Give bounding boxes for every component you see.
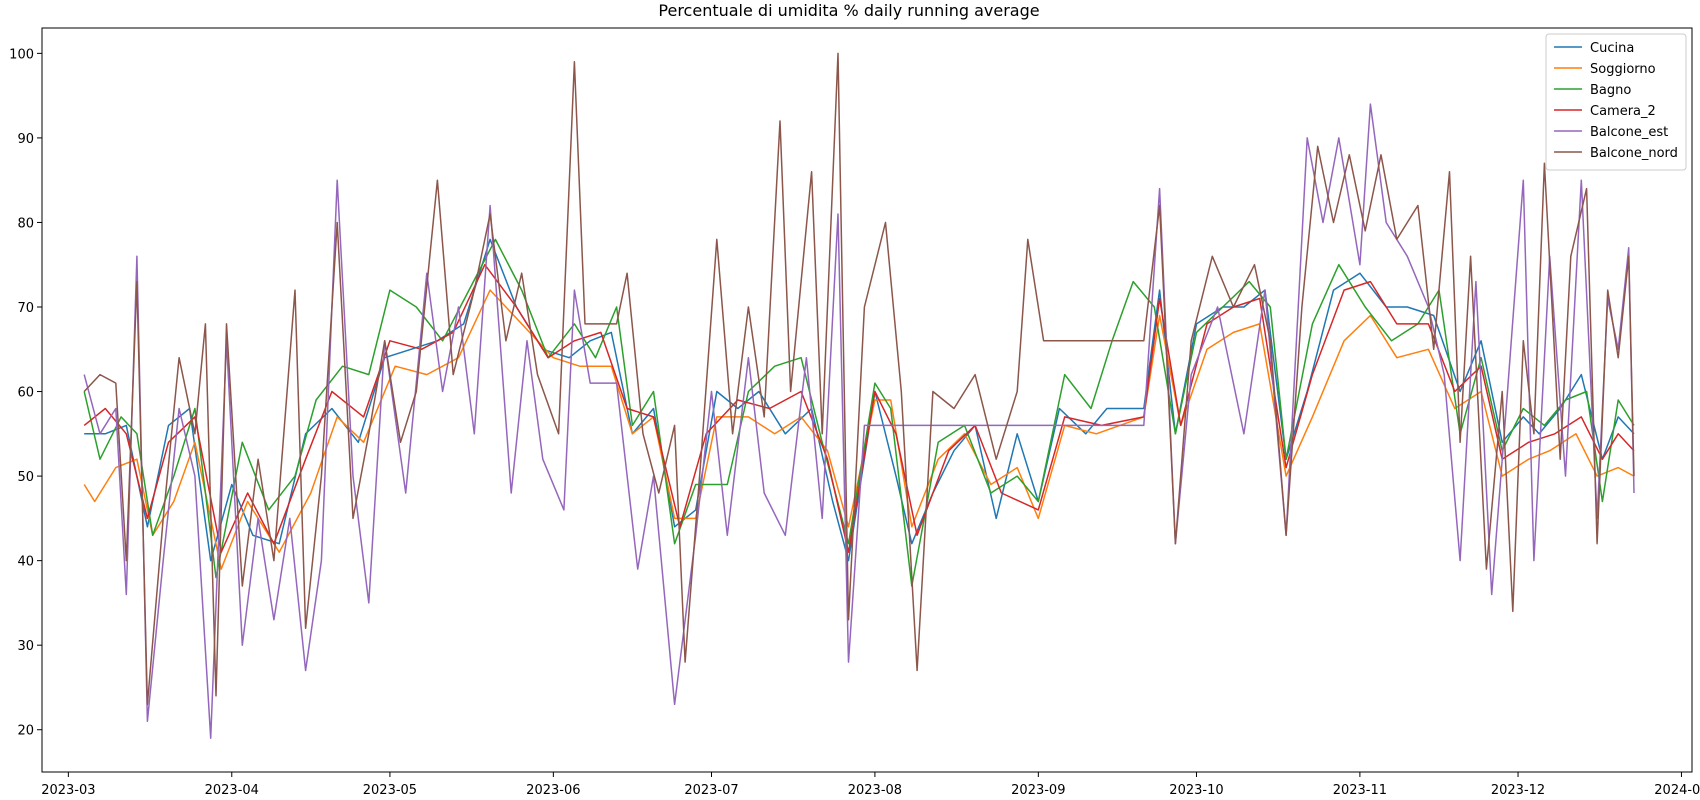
legend-label: Bagno: [1590, 83, 1631, 98]
legend-label: Balcone_est: [1590, 125, 1668, 140]
x-tick-label: 2023-05: [363, 783, 417, 798]
x-tick-label: 2023-04: [205, 783, 259, 798]
series-line-bagno: [83, 238, 1635, 587]
legend-label: Balcone_nord: [1590, 146, 1678, 161]
y-tick-label: 40: [17, 555, 34, 570]
axes-frame: [41, 27, 1693, 773]
series-line-balcone_est: [83, 103, 1635, 739]
x-axis: 2023-03 2023-04 2023-05 2023-06 2023-07 2023-…: [41, 772, 1700, 798]
series-line-camera_2: [83, 263, 1635, 553]
series-line-balcone_nord: [83, 52, 1635, 706]
y-tick-label: 60: [17, 386, 34, 401]
legend-label: Cucina: [1590, 41, 1634, 56]
x-tick-label: 2023-03: [41, 783, 95, 798]
y-tick-label: 50: [17, 470, 34, 485]
plot-area: [83, 52, 1635, 739]
legend-label: Soggiorno: [1590, 62, 1656, 77]
legend: Cucina Soggiorno Bagno Camera_2 Balcone_est B…: [1545, 33, 1687, 171]
y-axis: 20 30 40 50 60 70 80 90 100: [9, 47, 42, 739]
y-tick-label: 100: [9, 47, 34, 62]
x-tick-label: 2023-10: [1169, 783, 1223, 798]
x-tick-label: 2023-08: [848, 783, 902, 798]
x-tick-label: 2024-01: [1654, 783, 1700, 798]
y-tick-label: 30: [17, 639, 34, 654]
y-tick-label: 70: [17, 301, 34, 316]
y-tick-label: 80: [17, 216, 34, 231]
y-tick-label: 20: [17, 724, 34, 739]
x-tick-label: 2023-07: [684, 783, 738, 798]
legend-label: Camera_2: [1590, 104, 1656, 119]
chart-title: Percentuale di umidita % daily running a…: [658, 1, 1039, 20]
x-tick-label: 2023-06: [526, 783, 580, 798]
x-tick-label: 2023-12: [1491, 783, 1545, 798]
y-tick-label: 90: [17, 132, 34, 147]
x-tick-label: 2023-09: [1011, 783, 1065, 798]
x-tick-label: 2023-11: [1333, 783, 1387, 798]
